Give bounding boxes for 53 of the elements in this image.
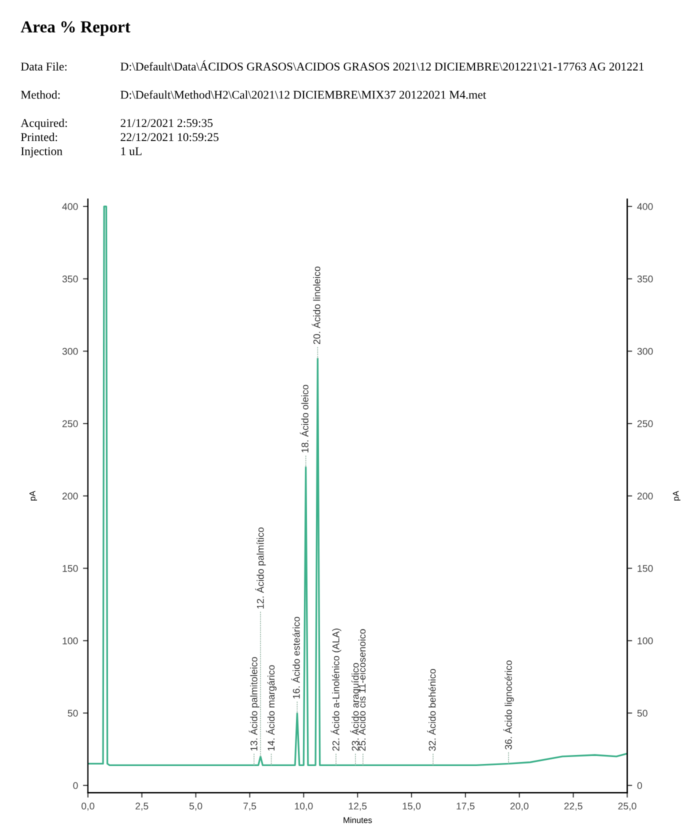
y-tick-label: 300 (62, 348, 78, 355)
text: Acquired: (20, 118, 67, 130)
annotation: 13. Ácido palmitoleico (248, 657, 260, 751)
chart-title: Area % Report (20, 21, 130, 36)
y2-tick-label: 250 (637, 420, 653, 428)
annotation: 20. Ácido linoleico (312, 266, 320, 344)
line-series (88, 206, 628, 766)
y-tick-label: 350 (62, 276, 78, 282)
y-tick-label: 0 (73, 782, 78, 790)
x-tick-label: 17,5 (456, 802, 474, 811)
x-tick-label: 7,5 (243, 802, 256, 811)
y2-tick-label: 100 (638, 637, 653, 644)
text: Injection (21, 147, 62, 158)
annotation: 18. Ácido oleico (300, 384, 308, 452)
x-tick-label: 15,0 (402, 802, 421, 811)
x-tick-label: 0,0 (82, 802, 94, 811)
annotation: 12. Ácido palmítico (255, 528, 266, 608)
text: D:\Default\Method\H2\Cal\2021\12 DICIEMBRE\MIX37 20122021 M4.met (120, 90, 486, 99)
x-axis-title: Minutes (344, 816, 372, 824)
y2-tick-label: 400 (637, 203, 653, 210)
y-tick-label: 250 (62, 420, 78, 428)
y2-tick-label: 50 (637, 710, 648, 717)
y-tick-label: 100 (62, 637, 78, 644)
y2-tick-label: 300 (637, 348, 653, 355)
x-tick-label: 2,5 (136, 802, 148, 811)
y-tick-label: 50 (68, 710, 78, 717)
text: Printed: (20, 132, 58, 142)
x-tick-label: 10,0 (294, 802, 313, 811)
y-axis-title: pA (30, 490, 37, 500)
annotation: 32. Ácido behénico (427, 668, 436, 751)
y-tick-label: 150 (62, 565, 78, 572)
text: Method: (20, 90, 60, 99)
annotation: 22. Ácido a-Linolénico (ALA) (330, 628, 342, 751)
x-tick-label: 20,0 (510, 802, 528, 811)
annotation: 36. Ácido lignocérico (503, 660, 514, 750)
text: 22/12/2021 10:59:25 (120, 133, 218, 142)
text: 1 uL (121, 147, 142, 156)
y2-tick-label: 0 (637, 782, 642, 790)
annotation: 14. Ácido margárico (266, 665, 277, 751)
text: Data File: (20, 62, 67, 71)
y-tick-label: 400 (62, 203, 78, 210)
y-tick-label: 200 (62, 492, 78, 500)
annotation: 16. Ácido esteárico (291, 616, 300, 698)
text: 21/12/2021 2:59:35 (120, 119, 213, 128)
y2-axis-title: pA (672, 490, 680, 500)
y2-tick-label: 200 (637, 492, 653, 500)
x-tick-label: 25,0 (618, 802, 636, 811)
x-tick-label: 12,5 (348, 802, 367, 811)
x-tick-label: 22,5 (564, 802, 582, 811)
y2-tick-label: 350 (637, 276, 653, 282)
y2-tick-label: 150 (638, 565, 653, 572)
text: D:\Default\Data\ÁCIDOS GRASOS\ACIDOS GRASOS 2021\12 DICIEMBRE\201221\21-17763 AG 201221 (120, 60, 644, 71)
x-tick-label: 5,0 (189, 802, 202, 811)
